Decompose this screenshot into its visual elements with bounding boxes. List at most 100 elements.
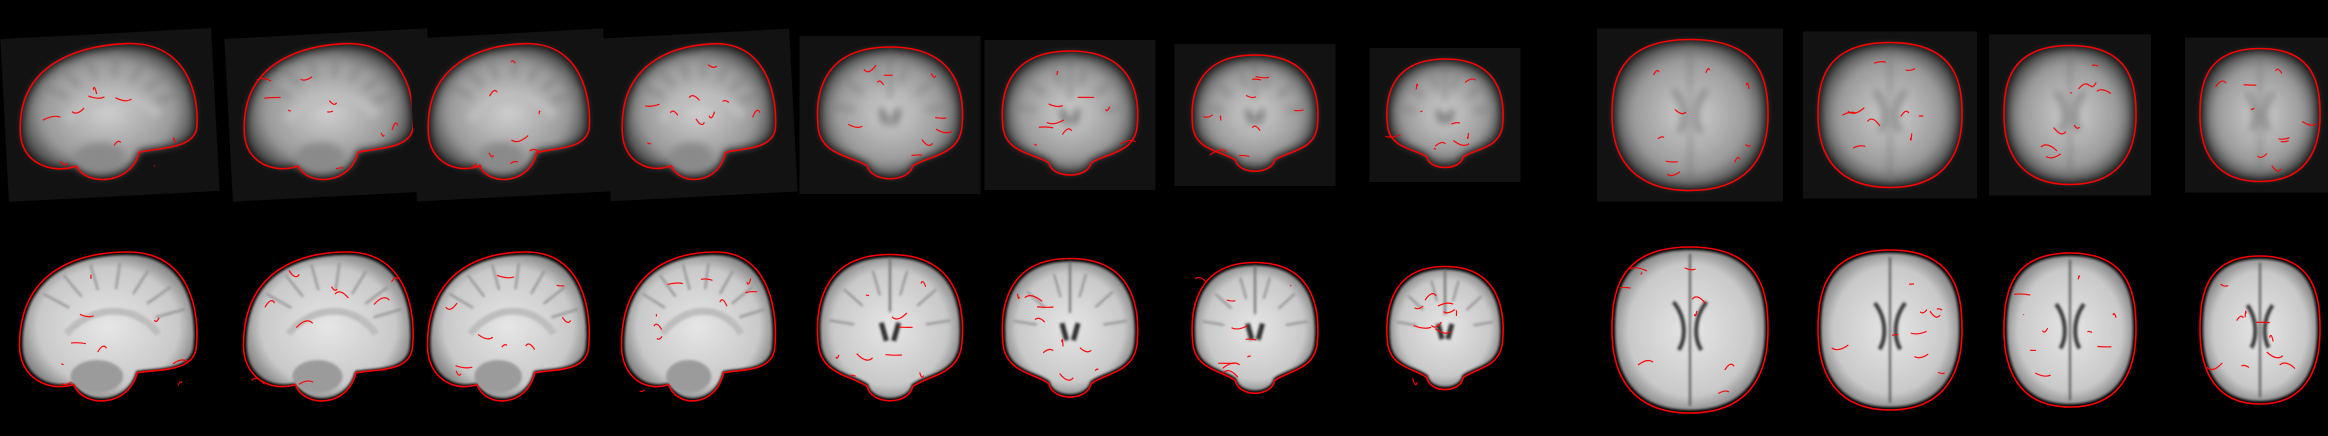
red-edge-overlay [1386, 58, 1504, 169]
red-edge-overlay [242, 251, 414, 402]
red-edge-overlay [2003, 44, 2137, 186]
red-edge-overlay [1191, 261, 1319, 394]
brain-structures [828, 50, 952, 126]
brain-structures [2054, 51, 2086, 179]
brain-tissue [1194, 265, 1316, 391]
sagittal-slice-panel [224, 28, 436, 202]
red-edge-overlay [1817, 249, 1963, 411]
sagittal-slice-panel [426, 251, 591, 402]
axial-slice-panel [2199, 255, 2321, 405]
red-contour-fragments [251, 270, 399, 385]
axial-slice-panel [1817, 249, 1963, 411]
red-edge-overlay [1001, 50, 1139, 176]
coronal-slice-panel [799, 36, 981, 194]
brain-structures [266, 262, 402, 393]
brain-tissue [1389, 269, 1501, 387]
brain-structures [640, 54, 765, 173]
anatomical-row [18, 246, 2321, 414]
brain-structures [1396, 62, 1494, 124]
axial-slice-panel [1597, 28, 1783, 202]
red-edge-overlay [1001, 257, 1139, 398]
brain-tissue [820, 257, 960, 398]
red-contour-fragments [835, 281, 927, 378]
red-contour-fragments [847, 64, 953, 157]
red-contour-fragments [1203, 75, 1304, 158]
brain-structures [449, 262, 579, 393]
brain-structures [264, 54, 401, 173]
brain-tissue [1194, 58, 1316, 169]
brain-tissue [22, 255, 195, 399]
red-contour-fragments [42, 86, 176, 167]
red-edge-overlay [2003, 252, 2137, 408]
brain-structures [828, 257, 952, 342]
red-contour-fragments [1412, 293, 1458, 386]
coronal-slice-panel [1369, 48, 1521, 182]
red-contour-fragments [1842, 61, 1924, 149]
red-edge-overlay [816, 253, 964, 402]
red-edge-overlay [1817, 41, 1963, 189]
red-edge-overlay [243, 42, 415, 181]
brain-tissue [1389, 62, 1501, 165]
coronal-slice-panel [984, 40, 1156, 190]
sagittal-slice-panel [602, 28, 798, 202]
brain-structures [447, 54, 578, 173]
brain-tissue [430, 255, 587, 399]
red-contour-fragments [472, 60, 542, 167]
brain-structures [1013, 261, 1127, 341]
red-contour-fragments [60, 274, 188, 386]
red-edge-overlay [1611, 246, 1769, 414]
brain-tissue [1005, 261, 1135, 395]
red-edge-overlay [426, 251, 591, 402]
red-edge-overlay [427, 42, 591, 181]
brain-structures [1013, 54, 1127, 125]
red-contour-fragments [1384, 78, 1477, 151]
brain-structures [2054, 259, 2086, 401]
red-edge-overlay [2199, 255, 2321, 405]
red-edge-overlay [18, 251, 198, 402]
red-contour-fragments [1033, 70, 1136, 146]
brain-structures [1873, 256, 1907, 404]
axial-slice-panel [2185, 37, 2328, 193]
coronal-slice-panel [1386, 265, 1504, 391]
red-contour-fragments [2040, 64, 2112, 159]
brain-structures [1671, 254, 1709, 406]
axial-slice-panel [1803, 31, 1977, 199]
brain-tissue [625, 46, 773, 177]
axial-slice-panel [1989, 34, 2151, 196]
sagittal-slice-panel [242, 251, 414, 402]
red-edge-overlay [621, 42, 777, 181]
brain-tissue [624, 255, 773, 399]
axial-slice-panel [1611, 246, 1769, 414]
brain-tissue [820, 50, 960, 176]
brain-tissue [1005, 54, 1135, 173]
brain-structures [2245, 54, 2275, 176]
sagittal-slice-panel [408, 28, 612, 202]
brain-tissue [246, 255, 411, 399]
sagittal-slice-panel [18, 251, 198, 402]
red-edge-overlay [620, 251, 777, 402]
red-contour-fragments [256, 76, 399, 170]
brain-structures [1202, 265, 1308, 341]
coronal-slice-panel [1001, 257, 1139, 398]
brain-structures [2245, 262, 2275, 398]
functional-row [0, 28, 2328, 202]
red-edge-overlay [19, 42, 198, 181]
red-contour-fragments [1620, 267, 1735, 395]
axial-slice-panel [2003, 252, 2137, 408]
coronal-slice-panel [816, 253, 964, 402]
red-edge-overlay [1611, 38, 1769, 192]
brain-structures [1671, 46, 1709, 184]
brain-structures [43, 262, 186, 393]
sagittal-slice-panel [0, 28, 220, 202]
red-edge-overlay [2199, 47, 2321, 183]
brain-tissue [431, 46, 587, 177]
red-contour-fragments [2215, 68, 2317, 172]
red-contour-fragments [1653, 68, 1752, 177]
red-contour-fragments [2206, 283, 2296, 371]
red-contour-fragments [1194, 276, 1292, 378]
brain-structures [642, 262, 765, 393]
red-contour-fragments [639, 278, 758, 393]
red-contour-fragments [645, 64, 761, 145]
red-contour-fragments [445, 274, 572, 376]
